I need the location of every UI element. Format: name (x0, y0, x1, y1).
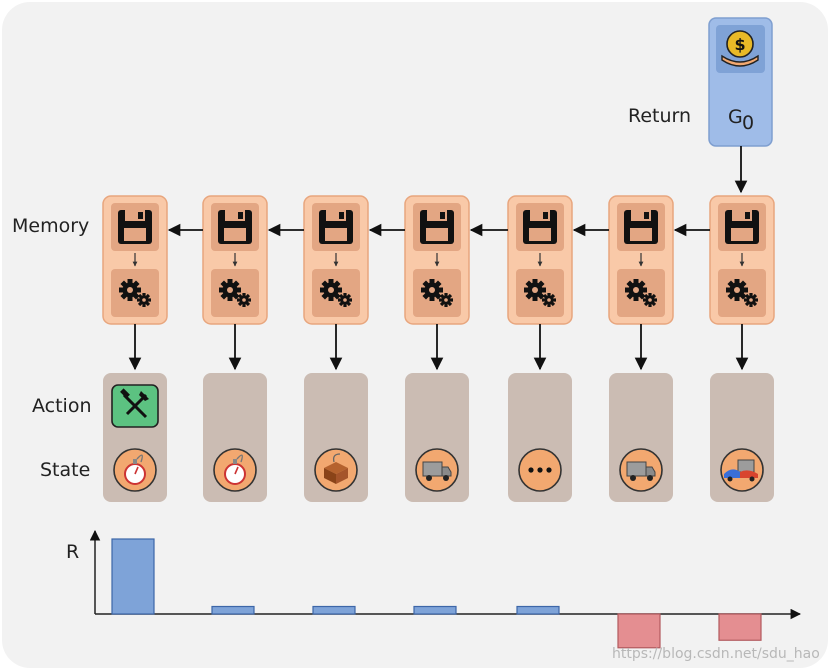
crash-icon (721, 449, 763, 491)
reward-bar-2 (211, 605, 255, 615)
return-label: Return (628, 105, 691, 127)
floppy-disk-icon (624, 210, 658, 244)
memory-block-2 (202, 195, 268, 325)
memory-row (102, 195, 775, 371)
stopwatch-icon (214, 449, 256, 491)
floppy-disk-icon (319, 210, 353, 244)
floppy-disk-icon (218, 210, 252, 244)
floppy-disk-icon (523, 210, 557, 244)
reward-axis-label: R (66, 541, 79, 563)
return-value-subscript: 0 (742, 112, 754, 134)
reward-bar-1 (111, 538, 155, 615)
return-box: G 0 (708, 17, 773, 147)
step-block-2 (203, 373, 267, 502)
stopwatch-icon (114, 449, 156, 491)
tools-action-icon (110, 383, 160, 429)
memory-block-3 (303, 195, 369, 325)
step-block-1 (103, 373, 167, 502)
memory-block-4 (404, 195, 470, 325)
memory-block-5 (507, 195, 573, 325)
memory-block-1 (102, 195, 168, 325)
memory-block-6 (608, 195, 674, 325)
reward-bar-6 (617, 613, 661, 649)
step-block-4 (405, 373, 469, 502)
step-row (103, 373, 774, 502)
watermark: https://blog.csdn.net/sdu_hao (612, 646, 820, 662)
reward-bar-3 (312, 605, 356, 615)
floppy-disk-icon (118, 210, 152, 244)
memory-label: Memory (12, 215, 89, 237)
truck-icon (416, 449, 458, 491)
memory-block-7 (709, 195, 775, 325)
step-block-6 (609, 373, 673, 502)
state-label: State (40, 459, 90, 481)
reward-bar-7 (718, 613, 762, 641)
truck-icon (620, 449, 662, 491)
return-value: G (728, 106, 743, 128)
reward-bar-4 (413, 605, 457, 615)
step-block-5 (508, 373, 572, 502)
reward-bar-5 (516, 605, 560, 615)
step-block-3 (304, 373, 368, 502)
box-icon (315, 449, 357, 491)
ellipsis-icon (519, 449, 561, 491)
floppy-disk-icon (725, 210, 759, 244)
action-label: Action (32, 395, 92, 417)
floppy-disk-icon (420, 210, 454, 244)
step-block-7 (710, 373, 774, 502)
reward-chart: R (66, 529, 802, 649)
